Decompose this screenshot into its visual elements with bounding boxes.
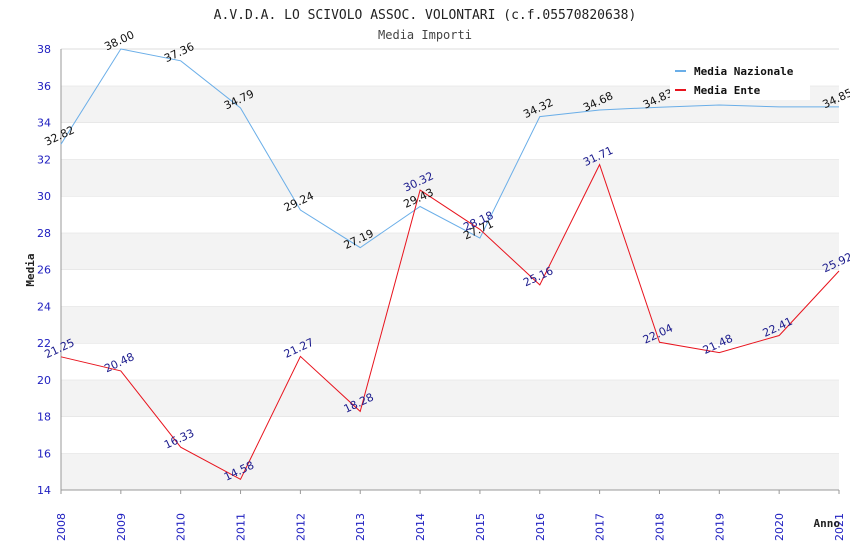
x-tick-label: 2017 xyxy=(594,513,607,541)
x-tick-label: 2010 xyxy=(175,513,188,541)
grid-band xyxy=(61,269,839,307)
y-tick-label: 30 xyxy=(37,190,51,203)
y-tick-label: 28 xyxy=(37,227,51,240)
legend: Media Nazionale Media Ente xyxy=(670,60,810,100)
y-tick-label: 26 xyxy=(37,264,51,277)
legend-background xyxy=(670,60,810,100)
y-tick-label: 14 xyxy=(37,484,51,497)
y-tick-labels: 14 16 18 20 22 24 26 28 30 32 34 36 38 xyxy=(37,43,51,497)
grid-band xyxy=(61,196,839,233)
x-tick-labels: 2008 2009 2010 2011 2012 2013 2014 2015 2016 2017… xyxy=(55,513,846,541)
legend-entry: Media Ente xyxy=(694,84,761,97)
y-tick-label: 18 xyxy=(37,411,51,424)
x-tick-label: 2011 xyxy=(235,513,248,541)
y-tick-label: 36 xyxy=(37,80,51,93)
x-tick-label: 2020 xyxy=(773,513,786,541)
x-tick-label: 2008 xyxy=(55,513,68,541)
axes xyxy=(60,49,840,494)
y-tick-label: 24 xyxy=(37,300,51,313)
x-axis-label: Anno xyxy=(814,517,841,530)
x-tick-label: 2019 xyxy=(713,513,726,541)
y-tick-label: 20 xyxy=(37,374,51,387)
grid-band xyxy=(61,379,839,417)
y-tick-label: 32 xyxy=(37,153,51,166)
grid-bands xyxy=(61,48,839,490)
grid-band xyxy=(61,122,839,160)
legend-entry: Media Nazionale xyxy=(694,65,794,78)
x-tick-label: 2016 xyxy=(534,513,547,541)
series-lines xyxy=(60,48,840,480)
grid-band xyxy=(61,232,839,270)
x-tick-label: 2014 xyxy=(414,513,427,541)
x-tick-label: 2009 xyxy=(115,513,128,541)
grid-band xyxy=(61,453,839,490)
y-tick-label: 34 xyxy=(37,117,51,130)
y-tick-label: 16 xyxy=(37,447,51,460)
grid-band xyxy=(61,306,839,343)
x-tick-label: 2018 xyxy=(653,513,666,541)
grid-band xyxy=(61,343,839,380)
grid-band xyxy=(61,159,839,196)
y-axis-label: Media xyxy=(24,253,37,286)
chart-subtitle: Media Importi xyxy=(378,28,472,42)
grid-band xyxy=(61,416,839,454)
y-tick-label: 22 xyxy=(37,337,51,350)
x-tick-label: 2015 xyxy=(474,513,487,541)
series-line-media-ente xyxy=(60,163,840,480)
x-tick-label: 2013 xyxy=(354,513,367,541)
y-tick-label: 38 xyxy=(37,43,51,56)
series-line-media-nazionale xyxy=(60,48,839,249)
chart-title: A.V.D.A. LO SCIVOLO ASSOC. VOLONTARI (c.… xyxy=(214,8,637,23)
x-tick-label: 2012 xyxy=(294,513,307,541)
x-tick-label: 2021 xyxy=(833,513,846,541)
